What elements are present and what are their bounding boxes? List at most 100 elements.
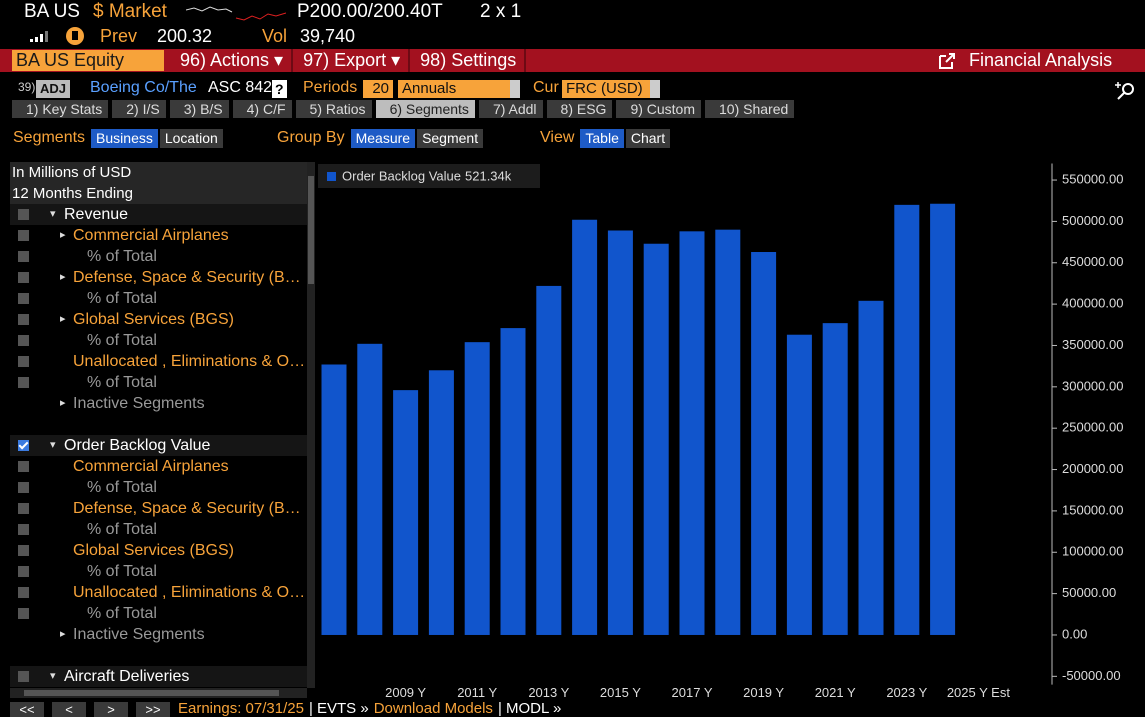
adj[interactable]: ADJ [36, 80, 71, 98]
tree-label: Aircraft Deliveries [64, 668, 190, 685]
tree-label: % of Total [87, 563, 157, 580]
menu[interactable]: 96) Actions ▾ [172, 49, 294, 72]
tab[interactable]: 10) Shared [705, 100, 797, 118]
tree-header: 12 Months Ending [10, 183, 307, 204]
tab[interactable]: 6) Segments [375, 100, 477, 118]
checkbox[interactable] [18, 503, 29, 514]
filter-button[interactable]: Segment [417, 129, 484, 148]
launch-icon [939, 53, 955, 69]
checkbox[interactable] [18, 377, 29, 388]
x-tick-label: 2015 Y [600, 685, 641, 700]
checkbox[interactable] [18, 524, 29, 535]
checkbox[interactable] [18, 251, 29, 262]
filter-label: View [540, 129, 575, 146]
checkbox[interactable] [18, 293, 29, 304]
tree-label: % of Total [87, 290, 157, 307]
expander[interactable]: ▾ [50, 208, 56, 220]
search-icon[interactable] [1114, 80, 1138, 102]
tab[interactable]: 8) ESG [546, 100, 615, 118]
nav-button[interactable]: << [10, 702, 44, 717]
checkbox[interactable] [18, 482, 29, 493]
checkbox[interactable] [18, 545, 29, 556]
bar [894, 204, 920, 635]
tab[interactable]: 9) Custom [616, 100, 704, 118]
checkbox[interactable] [18, 272, 29, 283]
menu[interactable]: 97) Export ▾ [295, 49, 411, 72]
tree-label: Order Backlog Value [64, 437, 211, 454]
footer-link[interactable]: Download Models [373, 700, 493, 717]
size: 2 x 1 [480, 1, 522, 22]
checkbox[interactable] [18, 566, 29, 577]
checkbox[interactable] [18, 587, 29, 598]
filter-button[interactable]: Location [159, 129, 223, 148]
checkbox[interactable] [18, 461, 29, 472]
tab[interactable]: 3) B/S [169, 100, 231, 118]
security[interactable]: BA US Equity [12, 50, 164, 71]
checkbox[interactable] [18, 335, 29, 346]
tab[interactable]: 2) I/S [112, 100, 168, 118]
filter-button[interactable]: Chart [625, 129, 671, 148]
tree-row: Defense, Space & Security (BD… [10, 498, 307, 519]
footer-link[interactable]: Earnings: 07/31/25 [178, 700, 304, 717]
tree-row: % of Total [10, 372, 307, 393]
periods[interactable]: 20 [363, 80, 393, 98]
checkbox[interactable] [18, 608, 29, 619]
tab[interactable]: 1) Key Stats [12, 100, 111, 118]
expander[interactable]: ▸ [60, 397, 66, 409]
tree-label: Commercial Airplanes [73, 227, 229, 244]
period-type[interactable]: Annuals [398, 80, 511, 98]
dropdown-arrow[interactable] [650, 80, 660, 98]
y-tick-label: 250000.00 [1062, 420, 1123, 435]
checkbox[interactable] [18, 440, 29, 451]
expander[interactable]: ▸ [60, 229, 66, 241]
toolbar-title[interactable]: Financial Analysis [969, 50, 1113, 70]
tree-label: Commercial Airplanes [73, 458, 229, 475]
tree-label: Unallocated , Eliminations & O… [73, 353, 306, 370]
y-tick-label: 0.00 [1062, 626, 1087, 641]
tree-label: Defense, Space & Security (BD… [73, 269, 307, 286]
filter-button[interactable]: Measure [350, 129, 416, 148]
checkbox[interactable] [18, 230, 29, 241]
tree-label: % of Total [87, 332, 157, 349]
expander[interactable]: ▸ [60, 628, 66, 640]
sparkline [186, 6, 286, 21]
currency[interactable]: FRC (USD) [562, 80, 650, 98]
dropdown-arrow[interactable] [510, 80, 520, 98]
bar [751, 252, 777, 635]
bar [930, 203, 956, 635]
scrollbar[interactable] [307, 162, 315, 688]
nav-button[interactable]: < [52, 702, 86, 717]
expander[interactable]: ▾ [50, 670, 56, 682]
bar [500, 328, 526, 635]
menu[interactable]: 98) Settings [412, 49, 527, 72]
filter-button[interactable]: Table [580, 129, 624, 148]
standard: ASC 842 [208, 79, 273, 96]
checkbox[interactable] [18, 209, 29, 220]
tree-label: % of Total [87, 605, 157, 622]
checkbox[interactable] [18, 671, 29, 682]
segment-tree: In Millions of USD 12 Months Ending ▾ Reven… [10, 162, 307, 688]
tab[interactable]: 4) C/F [232, 100, 294, 118]
expander[interactable]: ▸ [60, 313, 66, 325]
expander[interactable]: ▸ [60, 271, 66, 283]
x-tick-label: 2021 Y [815, 685, 856, 700]
tab[interactable]: 7) Addl [478, 100, 545, 118]
help[interactable]: ? [272, 80, 287, 98]
y-tick-label: 50000.00 [1062, 585, 1116, 600]
filter-button[interactable]: Business [91, 129, 158, 148]
h-scrollbar[interactable] [10, 688, 307, 698]
tree-row: % of Total [10, 477, 307, 498]
footer-link[interactable]: | EVTS » [308, 700, 369, 717]
checkbox[interactable] [18, 356, 29, 367]
expander[interactable]: ▾ [50, 439, 56, 451]
tree-row: Commercial Airplanes [10, 456, 307, 477]
filter-label: Group By [277, 129, 345, 146]
bar [679, 231, 705, 635]
nav-button[interactable]: > [94, 702, 128, 717]
tree-label: % of Total [87, 248, 157, 265]
footer-link[interactable]: | MODL » [497, 700, 562, 717]
tree-row: % of Total [10, 246, 307, 267]
nav-button[interactable]: >> [136, 702, 170, 717]
tab[interactable]: 5) Ratios [295, 100, 374, 118]
checkbox[interactable] [18, 314, 29, 325]
